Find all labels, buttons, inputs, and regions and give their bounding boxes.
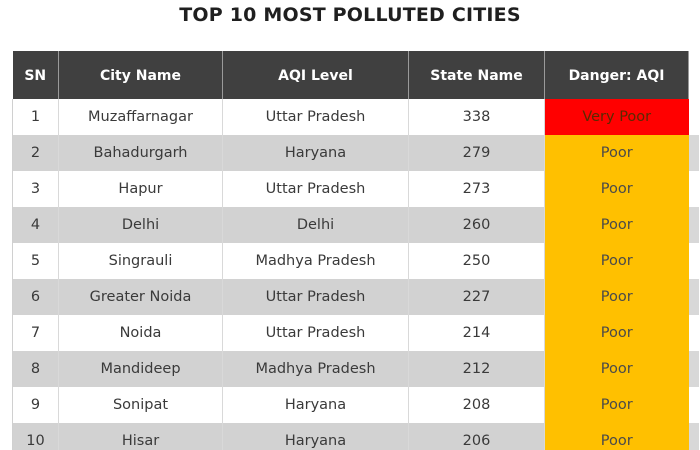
cell-city-name: Muzaffarnagar: [58, 99, 223, 135]
cell-city-name: Hisar: [58, 423, 223, 450]
cell-state-name: 273: [408, 171, 545, 207]
cell-state-name: 208: [408, 387, 545, 423]
column-header-aqi-level: AQI Level: [222, 51, 409, 99]
cell-state-name: 250: [408, 243, 545, 279]
cell-danger-aqi: Poor: [544, 243, 689, 279]
cell-city-name: Hapur: [58, 171, 223, 207]
cell-sn: 5: [12, 243, 59, 279]
cell-sn: 6: [12, 279, 59, 315]
column-header-state-name: State Name: [408, 51, 545, 99]
column-header-danger-aqi: Danger: AQI: [544, 51, 689, 99]
cell-city-name: Greater Noida: [58, 279, 223, 315]
cell-sn: 9: [12, 387, 59, 423]
table-row: 5 Singrauli Madhya Pradesh 250 Poor: [12, 243, 699, 279]
row-gap: [688, 135, 699, 171]
cell-aqi-level: Uttar Pradesh: [222, 315, 409, 351]
cell-sn: 2: [12, 135, 59, 171]
row-gap: [688, 243, 699, 279]
cell-city-name: Sonipat: [58, 387, 223, 423]
cell-danger-aqi: Poor: [544, 315, 689, 351]
column-header-sn: SN: [12, 51, 59, 99]
cell-city-name: Delhi: [58, 207, 223, 243]
table-container: SN City Name AQI Level State Name Danger…: [12, 51, 700, 450]
cell-sn: 4: [12, 207, 59, 243]
row-gap: [688, 171, 699, 207]
cell-city-name: Mandideep: [58, 351, 223, 387]
row-gap: [688, 387, 699, 423]
header-gap: [688, 51, 699, 99]
cell-state-name: 206: [408, 423, 545, 450]
cell-aqi-level: Haryana: [222, 387, 409, 423]
row-gap: [688, 351, 699, 387]
cell-city-name: Singrauli: [58, 243, 223, 279]
cell-state-name: 212: [408, 351, 545, 387]
table-row: 8 Mandideep Madhya Pradesh 212 Poor: [12, 351, 699, 387]
cell-city-name: Noida: [58, 315, 223, 351]
cell-state-name: 214: [408, 315, 545, 351]
table-row: 3 Hapur Uttar Pradesh 273 Poor: [12, 171, 699, 207]
table-row: 7 Noida Uttar Pradesh 214 Poor: [12, 315, 699, 351]
table-row: 2 Bahadurgarh Haryana 279 Poor: [12, 135, 699, 171]
row-gap: [688, 423, 699, 450]
table-row: 10 Hisar Haryana 206 Poor: [12, 423, 699, 450]
row-gap: [688, 279, 699, 315]
cell-state-name: 338: [408, 99, 545, 135]
table-row: 9 Sonipat Haryana 208 Poor: [12, 387, 699, 423]
cell-sn: 8: [12, 351, 59, 387]
cell-aqi-level: Haryana: [222, 135, 409, 171]
table-header-row: SN City Name AQI Level State Name Danger…: [12, 51, 699, 99]
cell-danger-aqi: Poor: [544, 351, 689, 387]
cell-danger-aqi: Poor: [544, 207, 689, 243]
pollution-table: SN City Name AQI Level State Name Danger…: [12, 51, 699, 450]
cell-danger-aqi: Poor: [544, 135, 689, 171]
row-gap: [688, 315, 699, 351]
table-row: 4 Delhi Delhi 260 Poor: [12, 207, 699, 243]
cell-sn: 7: [12, 315, 59, 351]
cell-aqi-level: Delhi: [222, 207, 409, 243]
cell-state-name: 227: [408, 279, 545, 315]
cell-state-name: 279: [408, 135, 545, 171]
row-gap: [688, 207, 699, 243]
cell-aqi-level: Uttar Pradesh: [222, 99, 409, 135]
cell-aqi-level: Madhya Pradesh: [222, 351, 409, 387]
cell-sn: 1: [12, 99, 59, 135]
cell-aqi-level: Uttar Pradesh: [222, 171, 409, 207]
cell-danger-aqi: Poor: [544, 171, 689, 207]
column-header-city-name: City Name: [58, 51, 223, 99]
cell-danger-aqi: Poor: [544, 423, 689, 450]
cell-state-name: 260: [408, 207, 545, 243]
cell-aqi-level: Haryana: [222, 423, 409, 450]
cell-city-name: Bahadurgarh: [58, 135, 223, 171]
table-row: 1 Muzaffarnagar Uttar Pradesh 338 Very Poor: [12, 99, 699, 135]
page-title: TOP 10 MOST POLLUTED CITIES: [179, 4, 521, 26]
cell-danger-aqi: Very Poor: [544, 99, 689, 135]
cell-aqi-level: Madhya Pradesh: [222, 243, 409, 279]
cell-sn: 10: [12, 423, 59, 450]
cell-danger-aqi: Poor: [544, 279, 689, 315]
table-body: 1 Muzaffarnagar Uttar Pradesh 338 Very Poor 2…: [12, 99, 699, 450]
cell-aqi-level: Uttar Pradesh: [222, 279, 409, 315]
cell-sn: 3: [12, 171, 59, 207]
table-row: 6 Greater Noida Uttar Pradesh 227 Poor: [12, 279, 699, 315]
row-gap: [688, 99, 699, 135]
cell-danger-aqi: Poor: [544, 387, 689, 423]
